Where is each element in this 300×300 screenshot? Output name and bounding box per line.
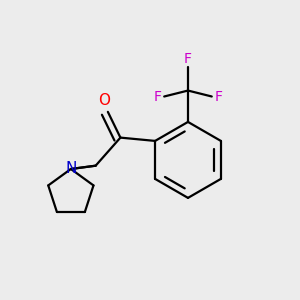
Text: F: F (184, 52, 192, 66)
Text: F: F (214, 89, 222, 103)
Text: O: O (99, 93, 111, 108)
Text: F: F (154, 89, 162, 103)
Text: N: N (65, 161, 76, 176)
